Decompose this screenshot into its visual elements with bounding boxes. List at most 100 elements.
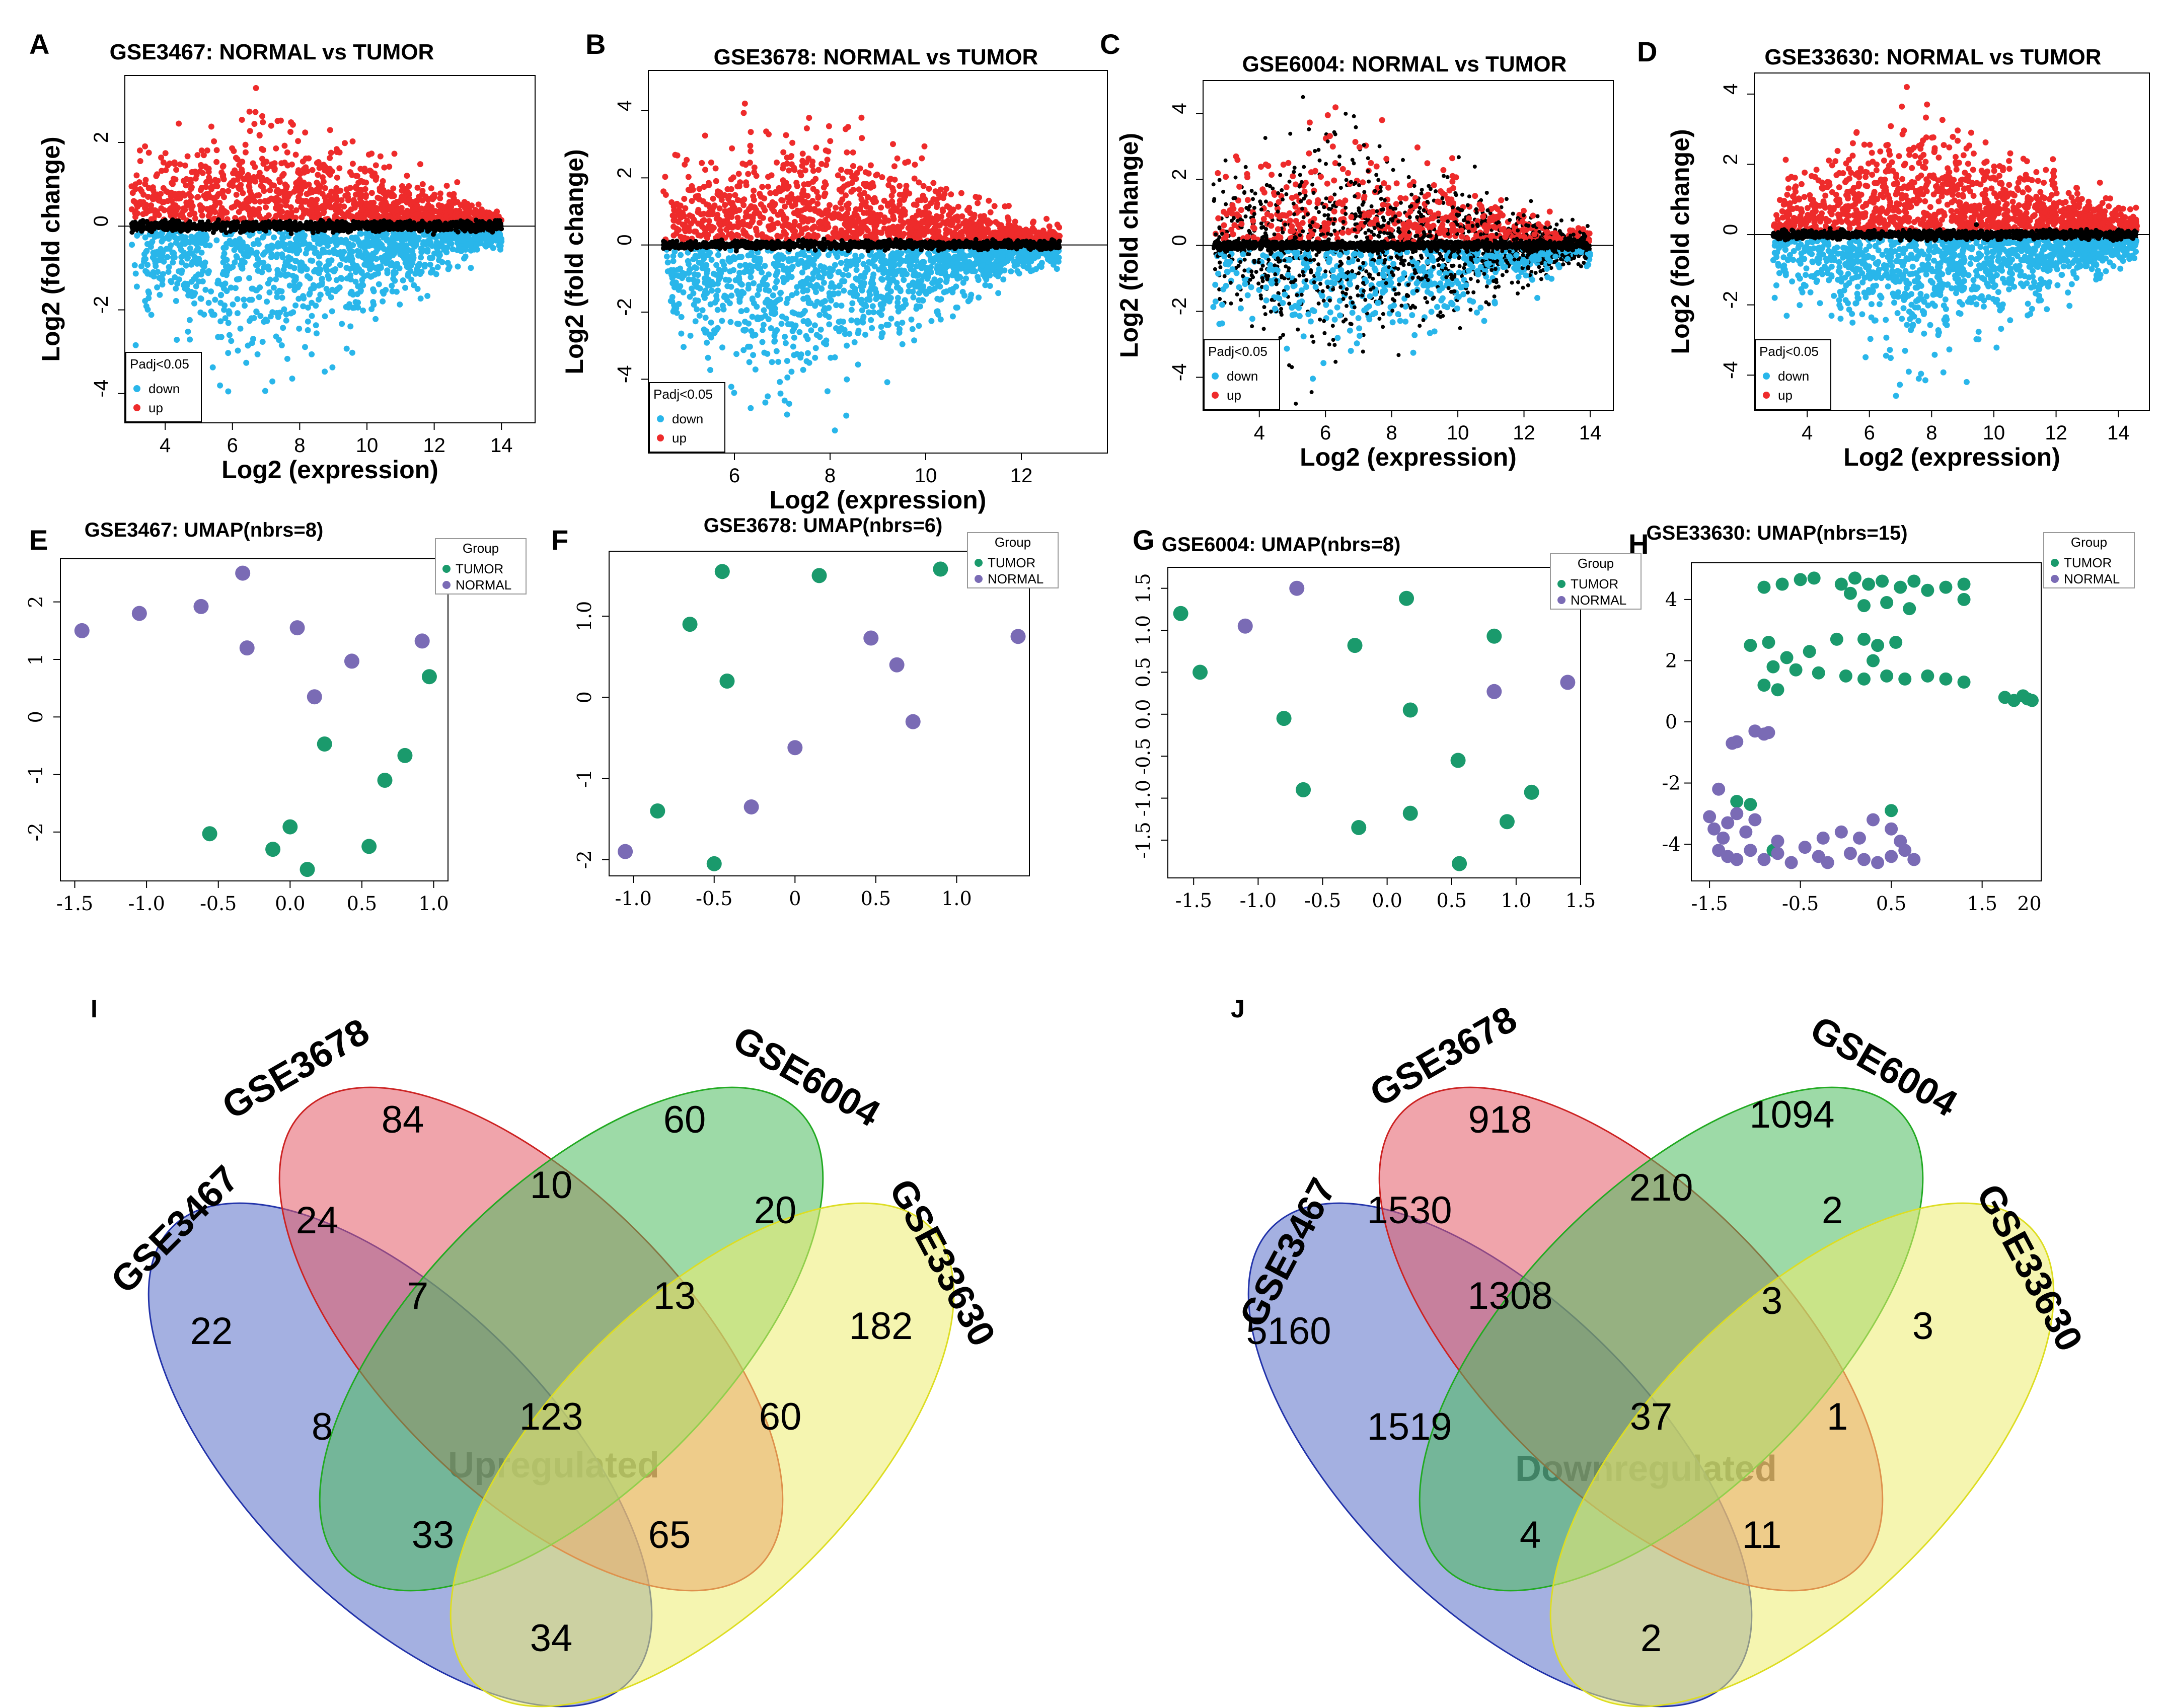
data-point <box>993 219 999 225</box>
data-point <box>238 182 244 188</box>
data-point <box>303 198 309 204</box>
data-point <box>397 265 403 271</box>
data-point <box>759 269 765 275</box>
data-point <box>225 188 231 194</box>
data-point <box>466 220 471 225</box>
data-point <box>158 257 164 263</box>
data-point <box>724 186 730 192</box>
data-point <box>403 221 408 227</box>
data-point <box>1047 224 1053 230</box>
data-point <box>359 277 365 283</box>
data-point <box>351 200 357 206</box>
data-point <box>302 129 308 135</box>
data-point <box>410 199 416 205</box>
data-point <box>297 263 304 269</box>
data-point <box>316 260 322 266</box>
data-point <box>895 156 901 162</box>
data-point <box>937 277 943 283</box>
data-point <box>331 230 336 235</box>
data-point <box>299 182 305 188</box>
data-point <box>212 199 218 205</box>
data-point <box>369 242 376 248</box>
data-point <box>275 118 281 124</box>
data-point <box>870 303 876 309</box>
data-point <box>988 209 994 215</box>
data-point <box>391 234 397 240</box>
data-point <box>745 171 751 177</box>
data-point <box>274 205 280 211</box>
data-point <box>497 218 502 223</box>
x-tick-label: 12 <box>423 434 445 457</box>
data-point <box>130 190 136 196</box>
data-point <box>182 163 188 169</box>
data-point <box>403 233 409 239</box>
data-point <box>242 303 248 309</box>
data-point <box>319 280 325 286</box>
data-point <box>282 188 288 194</box>
data-point <box>204 206 210 212</box>
data-point <box>790 310 796 316</box>
data-point <box>184 281 190 287</box>
data-point <box>175 205 181 211</box>
data-point <box>235 348 241 354</box>
data-point <box>839 303 845 309</box>
data-point <box>490 230 495 235</box>
data-point <box>258 183 264 189</box>
data-point <box>146 150 152 156</box>
data-point <box>314 330 320 336</box>
data-point <box>257 284 263 290</box>
data-point <box>219 282 225 288</box>
data-point <box>178 229 183 234</box>
data-point <box>814 332 820 338</box>
data-point <box>277 219 282 224</box>
data-point <box>269 196 275 202</box>
data-point <box>368 169 374 175</box>
data-point <box>437 252 443 258</box>
data-point <box>800 151 806 157</box>
data-point <box>454 208 460 214</box>
data-point <box>214 194 220 200</box>
data-point <box>833 302 839 308</box>
data-point <box>200 278 206 284</box>
data-point <box>868 162 874 168</box>
data-point <box>132 262 138 268</box>
data-point <box>350 138 356 144</box>
data-point <box>172 210 178 216</box>
data-point <box>370 299 376 305</box>
data-point <box>464 208 470 214</box>
data-point <box>243 142 249 148</box>
data-point <box>380 299 386 305</box>
data-point <box>263 224 268 229</box>
data-point <box>368 306 375 312</box>
data-point <box>279 342 285 348</box>
data-point <box>387 241 393 247</box>
data-point <box>750 314 756 320</box>
data-point <box>235 296 241 302</box>
data-point <box>381 223 386 228</box>
data-point <box>174 221 179 226</box>
data-point <box>129 206 135 212</box>
data-point <box>450 246 456 252</box>
data-point <box>134 283 140 289</box>
data-point <box>163 150 169 156</box>
data-point <box>833 205 839 211</box>
data-point <box>251 174 257 180</box>
data-point <box>255 262 261 268</box>
data-point <box>334 146 340 152</box>
data-point <box>370 206 377 212</box>
data-point <box>268 123 274 129</box>
data-point <box>457 224 462 229</box>
data-point <box>267 187 273 193</box>
data-point <box>445 260 451 266</box>
data-point <box>314 208 320 214</box>
data-point <box>179 270 185 276</box>
data-point <box>300 294 306 301</box>
data-point <box>844 343 850 349</box>
data-point <box>773 279 779 285</box>
data-point <box>394 207 400 213</box>
data-point <box>263 204 269 210</box>
data-point <box>281 143 287 149</box>
data-point <box>283 273 289 279</box>
x-tick-label: 8 <box>294 434 305 457</box>
